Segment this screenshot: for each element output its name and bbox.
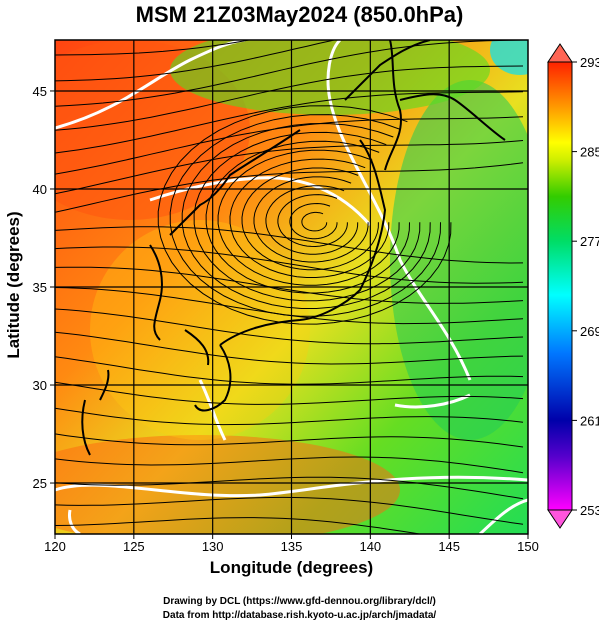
streamlines xyxy=(55,40,524,534)
streamline xyxy=(55,433,524,448)
coastlines xyxy=(81,40,506,456)
streamline xyxy=(289,202,338,240)
colorbar-tick-label: 253 xyxy=(580,503,599,518)
streamline xyxy=(277,194,348,248)
streamline xyxy=(55,40,252,56)
y-tick-label: 30 xyxy=(33,378,47,393)
x-tick-label: 150 xyxy=(517,539,539,554)
y-tick-label: 25 xyxy=(33,476,47,491)
x-axis-ticks: 120 125 130 135 140 145 150 xyxy=(44,534,539,554)
streamline xyxy=(169,114,441,317)
credit-data: Data from http://database.rish.kyoto-u.a… xyxy=(162,610,437,621)
x-tick-label: 125 xyxy=(123,539,145,554)
cyan-corner xyxy=(490,40,528,75)
colorbar-tick-label: 285 xyxy=(580,145,599,160)
x-tick-label: 120 xyxy=(44,539,66,554)
cool-region-east xyxy=(390,80,528,440)
y-tick-label: 45 xyxy=(33,84,47,99)
streamline xyxy=(265,185,359,255)
streamline xyxy=(55,356,524,385)
warm-region-south xyxy=(55,435,400,534)
streamline xyxy=(55,476,524,500)
map-title: MSM 21Z03May2024 (850.0hPa) xyxy=(135,2,464,27)
streamline xyxy=(253,176,369,263)
streamline xyxy=(55,116,524,175)
streamline xyxy=(55,40,337,82)
isotherm-contours xyxy=(55,40,528,534)
colorbar-tick-label: 293 xyxy=(580,55,599,70)
colorbar-gradient xyxy=(547,61,573,511)
streamline xyxy=(229,158,390,278)
streamline xyxy=(55,162,524,213)
streamline xyxy=(55,65,524,131)
colorbar: 293 285 277 269 261 253 xyxy=(547,43,599,529)
streamline xyxy=(55,246,524,284)
streamline xyxy=(55,308,524,345)
streamline xyxy=(55,496,524,525)
x-tick-label: 135 xyxy=(281,539,303,554)
streamline xyxy=(55,226,524,264)
streamline xyxy=(55,287,524,325)
colorbar-top-triangle xyxy=(547,43,573,63)
streamline xyxy=(55,517,423,534)
y-axis-ticks: 25 30 35 40 45 xyxy=(33,84,55,491)
streamline xyxy=(55,91,524,154)
y-axis-label: Latitude (degrees) xyxy=(4,211,23,359)
streamline xyxy=(55,40,524,107)
x-tick-label: 145 xyxy=(438,539,460,554)
colorbar-tick-label: 269 xyxy=(580,324,599,339)
lat-lon-grid xyxy=(55,40,528,534)
streamline xyxy=(55,266,524,304)
x-tick-label: 130 xyxy=(202,539,224,554)
streamline xyxy=(205,140,410,294)
colorbar-tick-label: 261 xyxy=(580,413,599,428)
y-tick-label: 40 xyxy=(33,182,47,197)
credit-drawing: Drawing by DCL (https://www.gfd-dennou.o… xyxy=(163,596,436,607)
streamline xyxy=(55,381,524,405)
streamline xyxy=(55,140,524,195)
x-axis-label: Longitude (degrees) xyxy=(209,558,374,577)
streamline xyxy=(55,331,524,365)
streamline xyxy=(55,456,524,474)
streamline xyxy=(55,407,524,426)
y-tick-label: 35 xyxy=(33,280,47,295)
colorbar-bottom-triangle xyxy=(547,509,573,529)
streamline xyxy=(301,211,328,232)
x-tick-label: 140 xyxy=(359,539,381,554)
plot-area xyxy=(55,40,528,534)
streamline xyxy=(193,131,421,302)
colorbar-tick-label: 277 xyxy=(580,234,599,249)
